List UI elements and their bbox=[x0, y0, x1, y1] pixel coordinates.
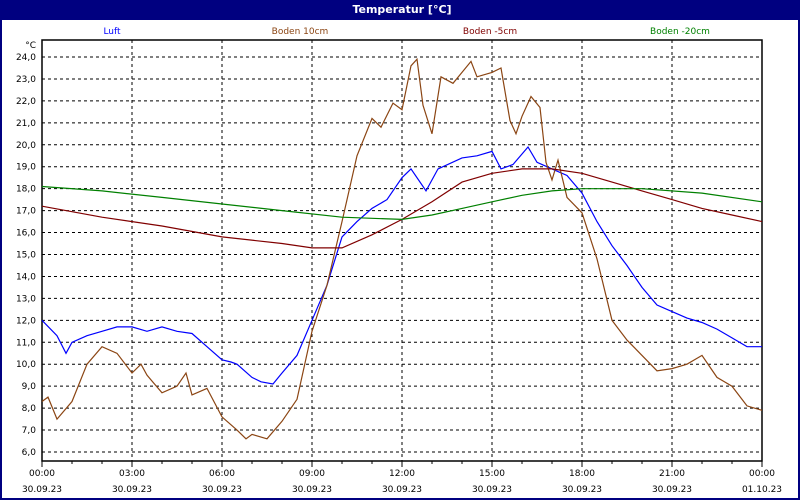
y-axis-unit: °C bbox=[25, 41, 36, 51]
y-tick-label: 11,0 bbox=[16, 338, 36, 348]
y-tick-label: 23,0 bbox=[16, 75, 36, 85]
x-tick-date: 30.09.23 bbox=[112, 485, 152, 495]
y-tick-label: 10,0 bbox=[16, 360, 36, 370]
x-tick-time: 00:00 bbox=[749, 469, 775, 479]
x-tick-date: 30.09.23 bbox=[22, 485, 62, 495]
y-tick-label: 24,0 bbox=[16, 53, 36, 63]
x-tick-date: 30.09.23 bbox=[562, 485, 602, 495]
x-tick-date: 30.09.23 bbox=[472, 485, 512, 495]
x-tick-time: 00:00 bbox=[29, 469, 55, 479]
y-tick-label: 17,0 bbox=[16, 207, 36, 217]
legend-entry: Luft bbox=[103, 27, 121, 37]
y-tick-label: 7,0 bbox=[22, 426, 37, 436]
x-tick-date: 30.09.23 bbox=[202, 485, 242, 495]
y-tick-label: 6,0 bbox=[22, 448, 37, 458]
plot-frame bbox=[41, 39, 763, 462]
x-tick-time: 03:00 bbox=[119, 469, 145, 479]
y-tick-label: 20,0 bbox=[16, 141, 36, 151]
y-tick-label: 12,0 bbox=[16, 316, 36, 326]
y-tick-label: 22,0 bbox=[16, 97, 36, 107]
x-tick-date: 30.09.23 bbox=[382, 485, 422, 495]
y-tick-label: 15,0 bbox=[16, 251, 36, 261]
x-tick-date: 30.09.23 bbox=[652, 485, 692, 495]
x-tick-time: 18:00 bbox=[569, 469, 595, 479]
series-line-boden-10cm bbox=[41, 57, 763, 440]
x-tick-date: 01.10.23 bbox=[742, 485, 782, 495]
x-tick-date: 30.09.23 bbox=[292, 485, 332, 495]
legend-entry: Boden -20cm bbox=[650, 27, 710, 37]
legend-entry: Boden -5cm bbox=[463, 27, 517, 37]
legend-entry: Boden 10cm bbox=[272, 27, 329, 37]
x-tick-time: 06:00 bbox=[209, 469, 235, 479]
y-tick-label: 8,0 bbox=[22, 404, 37, 414]
x-tick-time: 12:00 bbox=[389, 469, 415, 479]
y-tick-label: 9,0 bbox=[22, 382, 37, 392]
y-tick-label: 13,0 bbox=[16, 294, 36, 304]
chart-title: Temperatur [°C] bbox=[2, 0, 798, 20]
y-tick-label: 16,0 bbox=[16, 229, 36, 239]
y-tick-label: 21,0 bbox=[16, 119, 36, 129]
series-line-luft bbox=[41, 145, 762, 385]
y-tick-label: 19,0 bbox=[16, 163, 36, 173]
series-line-boden--20cm bbox=[41, 185, 763, 221]
x-tick-time: 21:00 bbox=[659, 469, 685, 479]
x-tick-time: 09:00 bbox=[299, 469, 325, 479]
x-tick-time: 15:00 bbox=[479, 469, 505, 479]
y-tick-label: 18,0 bbox=[16, 185, 36, 195]
y-tick-label: 14,0 bbox=[16, 272, 36, 282]
series-line-boden--5cm bbox=[41, 168, 763, 249]
